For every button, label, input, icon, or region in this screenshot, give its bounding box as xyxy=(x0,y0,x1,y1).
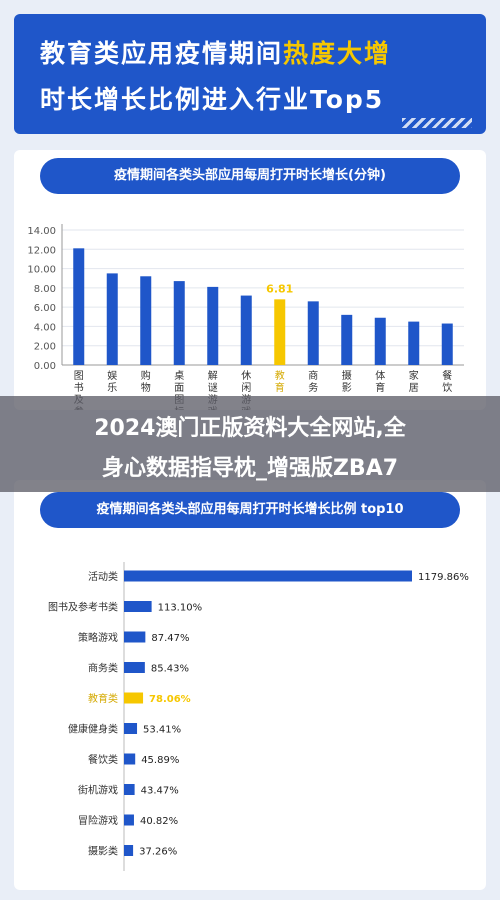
x-tick-label: 教育 xyxy=(275,369,285,394)
hero-header: 教育类应用疫情期间热度大增 时长增长比例进入行业Top5 xyxy=(14,14,486,134)
value-label: 53.41% xyxy=(143,725,181,736)
bar xyxy=(73,248,85,365)
y-tick-label: 12.00 xyxy=(27,245,56,256)
value-label: 43.47% xyxy=(141,786,179,797)
x-tick-label: 摄影 xyxy=(342,369,352,394)
bar xyxy=(124,845,134,856)
y-tick-label: 6.00 xyxy=(34,303,56,314)
y-tick-label: 2.00 xyxy=(34,342,56,353)
y-tick-label: 14.00 xyxy=(27,226,56,237)
bar xyxy=(124,570,412,582)
category-label: 图书及参考书类 xyxy=(48,601,118,614)
bar xyxy=(124,753,136,765)
hero-title-line1: 教育类应用疫情期间热度大增 xyxy=(40,34,391,70)
weekly-time-bar-chart: 0.002.004.006.008.0010.0012.0014.00图书及参考… xyxy=(27,224,464,410)
hero-title-part: 教育类应用疫情期间 xyxy=(40,39,284,68)
category-label: 活动类 xyxy=(88,570,118,583)
overlay-banner: 2024澳门正版资料大全网站,全 身心数据指导枕_增强版ZBA7 xyxy=(0,396,500,492)
bar xyxy=(140,276,152,365)
bar xyxy=(307,301,319,365)
x-tick-label: 餐饮 xyxy=(442,369,452,394)
bar xyxy=(441,323,453,365)
category-label: 教育类 xyxy=(88,692,118,705)
bar xyxy=(124,601,152,612)
value-label: 40.82% xyxy=(140,816,178,827)
bar xyxy=(274,299,286,365)
bar xyxy=(106,273,118,365)
hero-title-highlight: 热度大增 xyxy=(283,39,392,68)
chart1-title: 疫情期间各类头部应用每周打开时长增长(分钟) xyxy=(40,158,460,194)
bar xyxy=(124,662,145,673)
category-label: 健康健身类 xyxy=(68,723,118,736)
overlay-text-line1: 2024澳门正版资料大全网站,全 xyxy=(94,416,406,441)
bar xyxy=(240,295,252,365)
y-tick-label: 10.00 xyxy=(27,265,56,276)
decorative-stripes xyxy=(402,118,472,128)
category-label: 餐饮类 xyxy=(88,753,118,766)
growth-ratio-bar-chart: 活动类 1179.86% 图书及参考书类 113.10% 策略游戏 87.47% 商务类 85… xyxy=(48,562,469,871)
bar xyxy=(341,314,353,365)
y-tick-label: 0.00 xyxy=(34,361,56,372)
bar xyxy=(124,631,146,643)
bar xyxy=(374,317,386,365)
y-tick-label: 8.00 xyxy=(34,284,56,295)
hero-title-line2: 时长增长比例进入行业Top5 xyxy=(40,85,385,114)
value-label: 85.43% xyxy=(151,664,189,675)
bar xyxy=(124,723,138,734)
value-label: 113.10% xyxy=(158,603,203,614)
value-label: 37.26% xyxy=(139,847,177,858)
bar xyxy=(408,321,420,365)
y-tick-label: 4.00 xyxy=(34,322,56,333)
overlay-text-line2: 身心数据指导枕_增强版ZBA7 xyxy=(101,456,399,481)
category-label: 冒险游戏 xyxy=(78,814,118,827)
bar xyxy=(124,692,144,704)
x-tick-label: 家居 xyxy=(409,369,419,394)
value-label: 78.06% xyxy=(149,694,191,705)
x-tick-label: 体育 xyxy=(375,370,385,394)
bar xyxy=(173,281,185,365)
category-label: 街机游戏 xyxy=(78,784,118,797)
chart2-title: 疫情期间各类头部应用每周打开时长增长比例 top10 xyxy=(40,492,460,528)
data-label: 6.81 xyxy=(266,282,293,295)
bar xyxy=(124,814,134,826)
x-tick-label: 商务 xyxy=(308,369,318,394)
x-tick-label: 娱乐 xyxy=(107,369,117,394)
weekly-time-chart-card: 疫情期间各类头部应用每周打开时长增长(分钟) 0.00 2.00 4.00 6.00 8… xyxy=(14,150,486,410)
category-label: 策略游戏 xyxy=(78,631,118,644)
bar xyxy=(124,784,135,795)
value-label: 45.89% xyxy=(141,755,179,766)
category-label: 摄影类 xyxy=(88,845,118,858)
category-label: 商务类 xyxy=(88,662,118,675)
value-label: 1179.86% xyxy=(418,572,469,583)
value-label: 87.47% xyxy=(151,633,189,644)
x-tick-label: 购物 xyxy=(141,369,151,394)
growth-ratio-chart-card: 疫情期间各类头部应用每周打开时长增长比例 top10 活动类 1179.86% 图书… xyxy=(14,480,486,890)
bar xyxy=(207,286,219,365)
